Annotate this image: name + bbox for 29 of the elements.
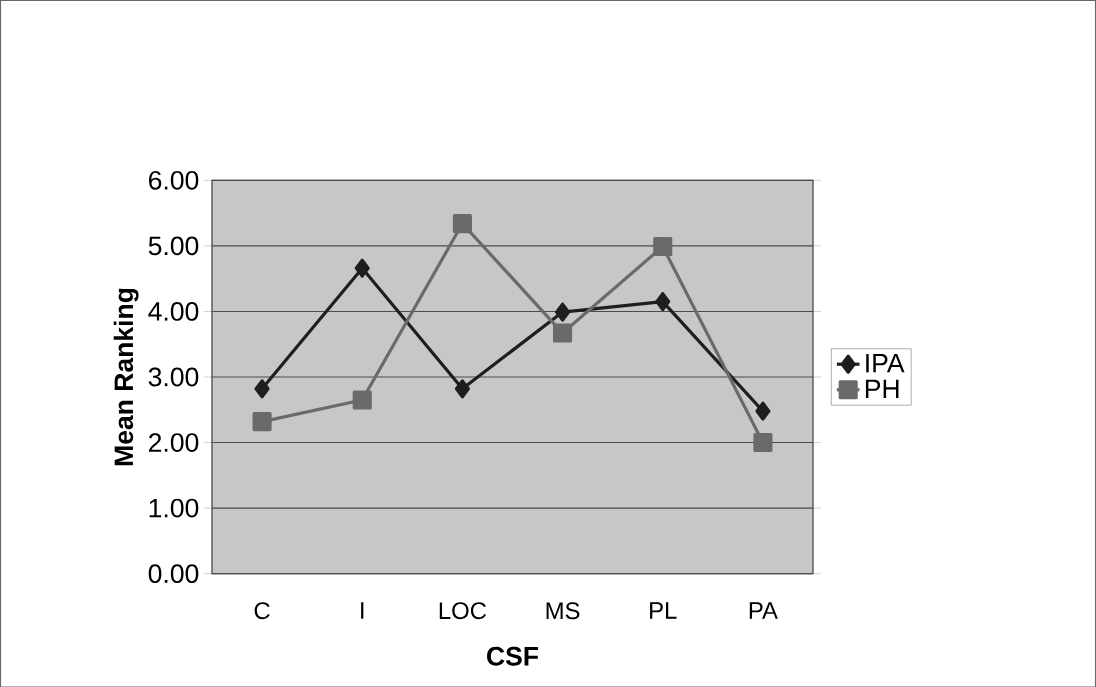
y-tick-label: 0.00 — [148, 564, 199, 583]
x-tick-label: PL — [650, 602, 677, 619]
x-tick-label: PA — [749, 602, 778, 619]
y-tick-label: 6.00 — [149, 170, 199, 190]
point — [553, 323, 573, 343]
x-axis-title: CSF — [487, 646, 539, 666]
x-tick-label: LOC — [439, 602, 487, 619]
legend-label: PH — [865, 379, 899, 398]
point — [252, 411, 272, 431]
y-tick-label: 4.00 — [148, 301, 199, 321]
x-tick-label: MS — [546, 602, 580, 619]
y-tick-label: 1.00 — [149, 498, 199, 518]
point — [653, 236, 673, 256]
y-axis-title: Mean Ranking — [113, 288, 139, 465]
point — [755, 401, 771, 421]
x-tick-label: C — [254, 602, 270, 619]
y-tick-label: 2.00 — [149, 432, 199, 452]
x-tick-label: I — [361, 602, 364, 619]
point — [655, 291, 671, 311]
point — [452, 213, 472, 233]
y-tick-label: 5.00 — [148, 236, 199, 256]
y-tick-label: 3.00 — [148, 367, 199, 387]
point — [555, 302, 571, 322]
point — [354, 258, 370, 278]
point — [352, 390, 372, 410]
point — [753, 432, 773, 452]
point — [454, 379, 470, 399]
legend-label: IPA — [866, 353, 905, 373]
point — [254, 379, 270, 399]
